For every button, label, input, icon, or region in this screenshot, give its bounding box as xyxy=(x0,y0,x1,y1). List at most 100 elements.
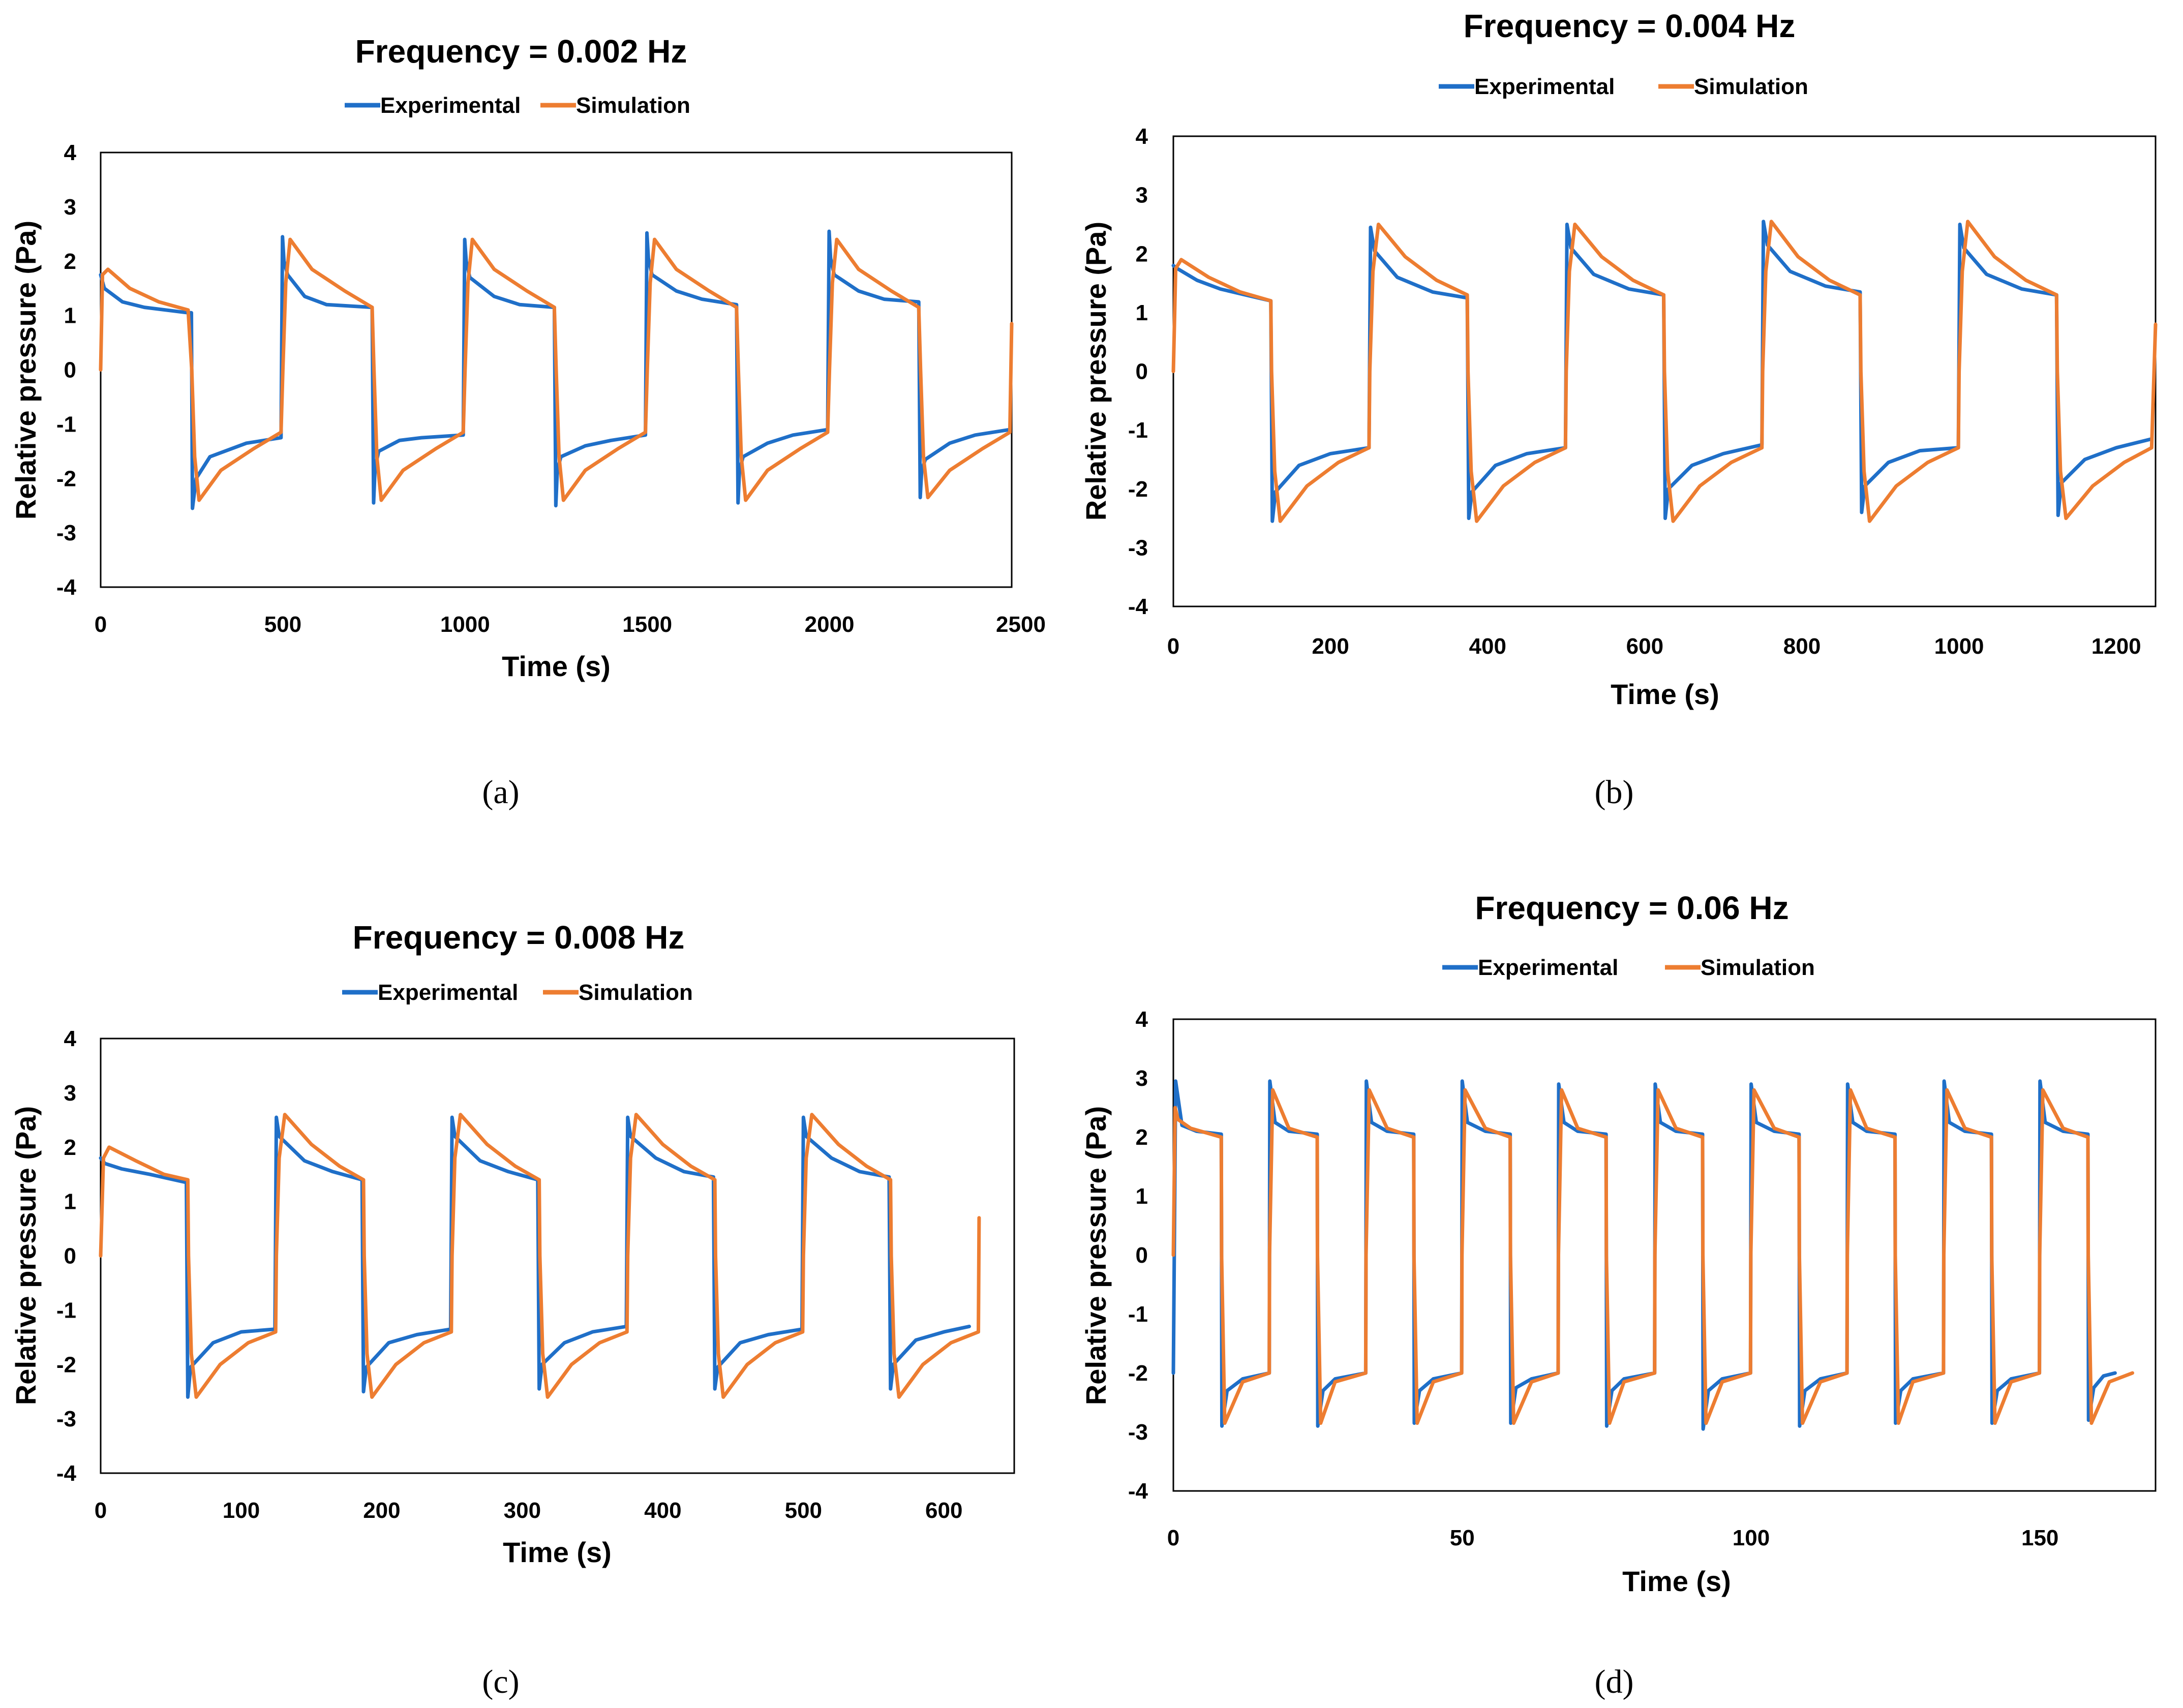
panel-c-legend: Experimental Simulation xyxy=(342,980,693,1005)
panel-a-legend-experimental-label: Experimental xyxy=(380,93,521,118)
panel-d-y-tick-label: -1 xyxy=(1128,1302,1148,1327)
panel-b-x-tick-label: 200 xyxy=(1312,634,1349,659)
panel-a-y-tick-label: 4 xyxy=(64,140,77,165)
panel-d-x-tick-label: 100 xyxy=(1733,1526,1770,1550)
panel-d-legend-experimental-label: Experimental xyxy=(1478,955,1618,980)
panel-a-y-tick-label: -1 xyxy=(56,412,76,437)
panel-d-y-tick-label: 0 xyxy=(1136,1243,1148,1268)
panel-a-y-tick-label: -4 xyxy=(56,575,77,600)
panel-d-y-tick-label: 4 xyxy=(1136,1007,1148,1032)
panel-d-x-tick-label: 50 xyxy=(1450,1526,1475,1550)
panel-c: Frequency = 0.008 Hz Experimental Simula… xyxy=(10,919,1015,1700)
panel-c-x-tick-label: 200 xyxy=(363,1498,400,1523)
panel-c-y-tick-label: 0 xyxy=(64,1244,76,1269)
panel-b-y-axis-title: Relative pressure (Pa) xyxy=(1080,222,1112,521)
panel-a-x-ticks: 0 500 1000 1500 2000 2500 xyxy=(95,612,1046,637)
panel-c-x-tick-label: 0 xyxy=(95,1498,107,1523)
panel-a-series xyxy=(99,229,1014,510)
panel-b-x-tick-label: 800 xyxy=(1783,634,1821,659)
panel-d-label: (d) xyxy=(1595,1663,1634,1700)
panel-c-x-axis-title: Time (s) xyxy=(503,1536,612,1568)
panel-b-y-tick-label: 3 xyxy=(1136,183,1148,208)
panel-a-legend-simulation-label: Simulation xyxy=(576,93,690,118)
panel-c-y-tick-label: -3 xyxy=(56,1407,76,1431)
panel-a-x-axis-title: Time (s) xyxy=(502,650,611,682)
panel-a-x-tick-label: 2500 xyxy=(996,612,1046,637)
panel-b-legend: Experimental Simulation xyxy=(1439,74,1808,99)
panel-b-simulation-line xyxy=(1171,220,2158,523)
panel-d-y-ticks: -4 -3 -2 -1 0 1 2 3 4 xyxy=(1128,1007,1148,1504)
panel-c-title: Frequency = 0.008 Hz xyxy=(353,919,685,956)
panel-c-label: (c) xyxy=(482,1663,519,1700)
panel-c-y-tick-label: 3 xyxy=(64,1081,76,1106)
panel-a-y-tick-label: 0 xyxy=(64,358,76,383)
panel-d-legend-simulation-label: Simulation xyxy=(1701,955,1815,980)
panel-b-legend-experimental-label: Experimental xyxy=(1474,74,1615,99)
panel-a-simulation-line xyxy=(99,237,1014,502)
panel-b-y-tick-label: 4 xyxy=(1136,124,1148,149)
panel-b-y-tick-label: 1 xyxy=(1136,300,1148,325)
panel-c-series xyxy=(99,1113,981,1399)
panel-b-y-tick-label: 2 xyxy=(1136,241,1148,266)
panel-b-x-axis-title: Time (s) xyxy=(1611,678,1719,710)
panel-a-y-tick-label: -2 xyxy=(56,466,76,491)
panel-d-simulation-line xyxy=(1171,1088,2134,1425)
panel-b: Frequency = 0.004 Hz Experimental Simula… xyxy=(1080,8,2158,811)
panel-b-x-tick-label: 0 xyxy=(1167,634,1179,659)
panel-c-y-tick-label: -1 xyxy=(56,1298,76,1323)
panel-c-x-tick-label: 600 xyxy=(925,1498,962,1523)
panel-a-y-tick-label: -3 xyxy=(56,521,76,545)
panel-c-x-tick-label: 500 xyxy=(785,1498,822,1523)
panel-c-x-ticks: 0 100 200 300 400 500 600 xyxy=(95,1498,963,1523)
panel-d-y-tick-label: 1 xyxy=(1136,1184,1148,1209)
panel-b-y-tick-label: -4 xyxy=(1128,594,1148,619)
panel-a-y-axis-title: Relative pressure (Pa) xyxy=(10,221,42,520)
panel-d-y-tick-label: 3 xyxy=(1136,1066,1148,1091)
panel-b-series xyxy=(1171,220,2158,523)
panel-d-series xyxy=(1171,1079,2134,1431)
panel-a-y-tick-label: 2 xyxy=(64,249,76,274)
panel-b-x-tick-label: 1000 xyxy=(1934,634,1984,659)
panel-a-y-tick-label: 3 xyxy=(64,195,76,220)
panel-d-legend: Experimental Simulation xyxy=(1442,955,1815,980)
panel-a-x-tick-label: 500 xyxy=(264,612,301,637)
panel-c-y-axis-title: Relative pressure (Pa) xyxy=(10,1106,42,1405)
panel-b-y-tick-label: -3 xyxy=(1128,535,1148,560)
panel-d-y-tick-label: -2 xyxy=(1128,1361,1148,1386)
panel-c-legend-experimental-label: Experimental xyxy=(378,980,518,1005)
panel-a-y-ticks: -4 -3 -2 -1 0 1 2 3 4 xyxy=(56,140,77,600)
panel-b-y-tick-label: 0 xyxy=(1136,359,1148,384)
panel-c-y-tick-label: 2 xyxy=(64,1135,76,1160)
panel-b-y-tick-label: -1 xyxy=(1128,418,1148,443)
panel-a-label: (a) xyxy=(482,774,519,811)
panel-a-x-tick-label: 1500 xyxy=(622,612,672,637)
panel-c-simulation-line xyxy=(99,1113,981,1399)
panel-a-title: Frequency = 0.002 Hz xyxy=(355,33,687,70)
panel-c-plot-area xyxy=(100,1038,1015,1474)
panel-a-y-tick-label: 1 xyxy=(64,303,76,328)
panel-d: Frequency = 0.06 Hz Experimental Simulat… xyxy=(1080,890,2157,1700)
panel-c-y-tick-label: -2 xyxy=(56,1352,76,1377)
panel-a-x-tick-label: 2000 xyxy=(805,612,855,637)
panel-d-x-tick-label: 0 xyxy=(1167,1526,1179,1550)
panel-b-title: Frequency = 0.004 Hz xyxy=(1464,8,1796,44)
panel-c-experimental-line xyxy=(99,1115,971,1399)
panel-d-x-axis-title: Time (s) xyxy=(1622,1565,1731,1597)
panel-d-y-tick-label: 2 xyxy=(1136,1125,1148,1150)
panel-b-x-ticks: 0 200 400 600 800 1000 1200 xyxy=(1167,634,2141,659)
panel-c-y-tick-label: 4 xyxy=(64,1026,77,1051)
panel-d-y-tick-label: -3 xyxy=(1128,1420,1148,1445)
panel-c-y-tick-label: 1 xyxy=(64,1190,76,1214)
panel-d-x-tick-label: 150 xyxy=(2021,1526,2058,1550)
panel-b-y-tick-label: -2 xyxy=(1128,477,1148,502)
panel-c-x-tick-label: 300 xyxy=(504,1498,541,1523)
panel-c-legend-simulation-label: Simulation xyxy=(579,980,693,1005)
panel-b-x-tick-label: 400 xyxy=(1469,634,1506,659)
panel-d-y-tick-label: -4 xyxy=(1128,1479,1148,1504)
panel-d-x-ticks: 0 50 100 150 xyxy=(1167,1526,2059,1550)
panel-a-legend: Experimental Simulation xyxy=(345,93,690,118)
panel-a-x-tick-label: 1000 xyxy=(440,612,490,637)
panel-c-x-tick-label: 100 xyxy=(223,1498,260,1523)
panel-a-x-tick-label: 0 xyxy=(95,612,107,637)
